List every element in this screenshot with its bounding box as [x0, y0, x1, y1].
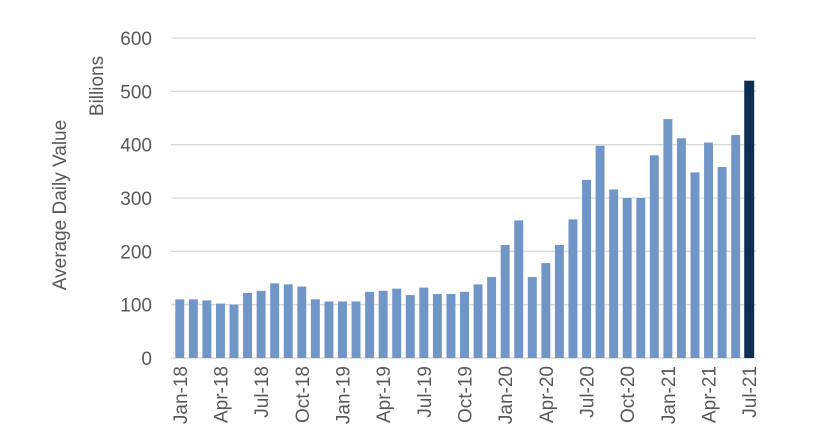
bar-apr-19	[378, 290, 388, 358]
y-tick-label: 300	[120, 189, 152, 210]
x-tick-label: Oct-18	[293, 366, 314, 423]
x-tick-label: Apr-19	[374, 366, 395, 423]
bar-jan-20	[500, 244, 510, 358]
x-tick-label: Oct-20	[618, 366, 639, 423]
bar-feb-21	[676, 138, 686, 358]
bar-mar-20	[527, 276, 537, 358]
bar-jun-20	[568, 219, 578, 358]
x-tick-label: Jan-20	[496, 366, 517, 424]
y-tick-label: 0	[141, 349, 152, 370]
bar-apr-18	[215, 303, 225, 358]
bar-nov-18	[310, 299, 320, 358]
bar-oct-20	[622, 198, 632, 358]
x-tick-label: Jul-20	[578, 366, 599, 418]
x-tick-label: Oct-19	[456, 366, 477, 423]
y-tick-label: 500	[120, 82, 152, 103]
bar-feb-18	[188, 299, 198, 358]
bar-aug-18	[270, 283, 280, 358]
bar-dec-18	[324, 301, 334, 358]
bar-feb-20	[514, 220, 524, 358]
bar-jul-20	[582, 179, 591, 358]
bar-jul-18	[256, 290, 266, 358]
bar-nov-20	[636, 198, 646, 358]
y-axis-ticks: 0 100 200 300 400 500 600	[120, 29, 152, 370]
y-tick-label: 600	[120, 29, 152, 50]
bar-may-18	[229, 304, 239, 358]
bar-sep-18	[283, 284, 293, 358]
bar-apr-21	[704, 142, 714, 358]
y-tick-label: 400	[120, 136, 152, 157]
y-tick-label: 200	[120, 242, 152, 263]
bar-nov-19	[473, 284, 483, 358]
bar-jan-18	[175, 299, 185, 358]
x-axis-ticks: Jan-18 Apr-18 Jul-18 Oct-18 Jan-19 Apr-19 Jul-…	[171, 366, 761, 424]
x-tick-label: Jan-19	[333, 366, 354, 424]
bar-jan-19	[338, 301, 347, 358]
bar-apr-20	[541, 263, 551, 358]
bar-sep-19	[446, 294, 456, 358]
x-tick-label: Jan-18	[171, 366, 192, 424]
bar-mar-21	[690, 172, 700, 358]
x-tick-label: Apr-21	[700, 366, 721, 423]
bar-may-19	[392, 288, 402, 358]
bar-may-20	[554, 244, 564, 358]
bar-oct-19	[460, 291, 469, 358]
x-tick-label: Apr-18	[211, 366, 232, 423]
bar-dec-19	[487, 276, 497, 358]
bar-jul-19	[419, 287, 429, 358]
x-tick-label: Jul-19	[415, 366, 436, 418]
x-tick-label: Jul-18	[252, 366, 273, 418]
bar-oct-18	[297, 286, 307, 358]
bars	[175, 80, 755, 359]
bar-aug-19	[432, 294, 442, 358]
bar-aug-20	[595, 145, 605, 358]
bar-jun-18	[243, 292, 253, 358]
bar-mar-19	[365, 291, 375, 358]
bar-jan-21	[663, 119, 673, 358]
y-tick-label: 100	[120, 296, 152, 317]
bar-may-21	[717, 167, 727, 358]
x-tick-label: Jan-21	[659, 366, 680, 424]
bar-sep-20	[609, 189, 619, 358]
bar-jun-19	[405, 295, 415, 358]
bar-jul-21	[744, 80, 755, 359]
bar-feb-19	[351, 301, 361, 358]
y-axis-unit: Billions	[87, 56, 108, 116]
bar-jun-21	[731, 135, 741, 358]
bar-dec-20	[649, 155, 659, 358]
y-axis-title: Average Daily Value	[50, 120, 71, 290]
x-tick-label: Apr-20	[537, 366, 558, 423]
bar-mar-18	[202, 300, 212, 358]
x-tick-label: Jul-21	[740, 366, 761, 418]
